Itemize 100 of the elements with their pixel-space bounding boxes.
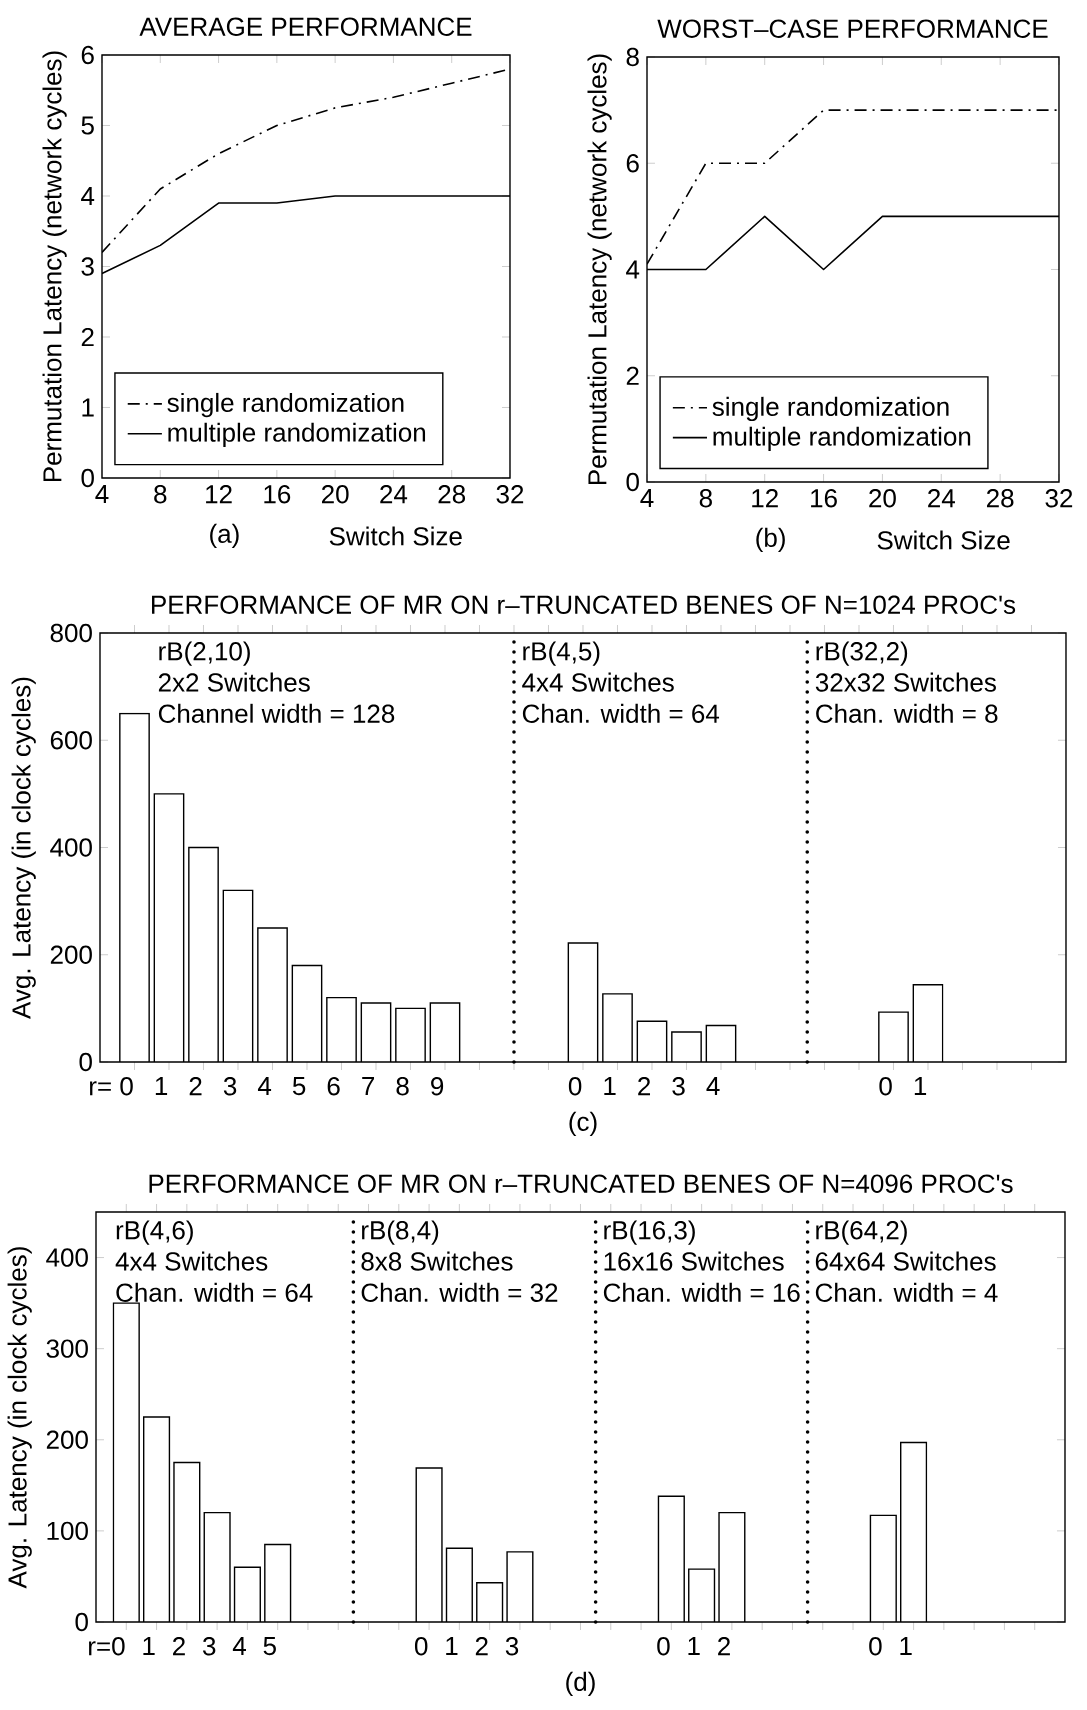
x-tick-label: 3: [223, 1077, 237, 1096]
x-tick-label: 1: [914, 1077, 927, 1095]
y-axis-title: Avg. Latency (in clock cycles): [7, 1247, 32, 1589]
y-tick-label: 0: [75, 1612, 88, 1632]
x-tick-label: 1: [604, 1077, 616, 1095]
annotation: 8x8 Switches: [361, 1251, 513, 1271]
annotation: rB(4,5): [523, 641, 600, 666]
x-tick-label: 32: [496, 485, 524, 504]
annotation: Chan. width = 16: [603, 1282, 800, 1302]
y-tick-label: 6: [626, 154, 639, 173]
x-tick-label: r= 0: [90, 1077, 133, 1096]
annotation: rB(16,3): [604, 1220, 695, 1245]
x-tick-label: 24: [380, 485, 408, 504]
annotation: 4x4 Switches: [115, 1251, 268, 1271]
x-tick-label: 0: [414, 1637, 428, 1656]
annotation: 32x32 Switches: [815, 672, 996, 692]
chart-title: PERFORMANCE OF MR ON r–TRUNCATED BENES OF N=4096 PROC's: [149, 1174, 1013, 1193]
legend-label: multiple randomization: [168, 422, 426, 447]
x-tick-label: 2: [718, 1637, 730, 1656]
x-tick-label: 8: [396, 1077, 409, 1096]
legend-label: multiple randomization: [713, 426, 971, 451]
x-tick-label: 4: [640, 489, 654, 507]
y-tick-label: 200: [50, 945, 92, 964]
y-tick-label: 600: [50, 731, 92, 750]
x-tick-label: 28: [986, 489, 1014, 508]
annotation: Chan. width = 4: [815, 1282, 998, 1302]
y-tick-label: 800: [50, 623, 92, 643]
text: (a): [210, 523, 239, 549]
y-tick-label: 5: [81, 116, 94, 135]
x-tick-label: 3: [672, 1077, 685, 1096]
y-tick-label: 0: [81, 468, 94, 488]
y-axis-title: Avg. Latency (in clock cycles): [11, 677, 36, 1019]
x-tick-label: 0: [879, 1077, 892, 1096]
legend-label: single randomization: [167, 392, 404, 418]
x-tick-label: 12: [752, 489, 778, 508]
x-tick-label: 2: [189, 1077, 202, 1096]
x-tick-label: 3: [505, 1637, 519, 1656]
x-tick-label: 2: [173, 1637, 185, 1656]
annotation: 4x4 Switches: [522, 672, 674, 692]
annotation: 16x16 Switches: [604, 1251, 784, 1271]
y-tick-label: 4: [626, 260, 640, 279]
x-tick-label: 1: [688, 1637, 700, 1655]
chart-title: AVERAGE PERFORMANCE: [139, 17, 472, 36]
y-axis-title: Permutation Latency (network cycles): [42, 51, 67, 482]
y-tick-label: 0: [79, 1052, 92, 1072]
x-tick-label: 12: [206, 485, 232, 504]
annotation: Channel width = 128: [158, 703, 395, 723]
x-axis-title: Switch Size: [329, 526, 462, 546]
x-tick-label: 24: [928, 489, 955, 508]
chart-title: PERFORMANCE OF MR ON r–TRUNCATED BENES OF N=1024 PROC's: [152, 595, 1016, 614]
x-tick-label: 28: [438, 485, 466, 504]
x-tick-label: 6: [327, 1077, 340, 1096]
x-tick-label: 5: [263, 1637, 276, 1656]
annotation: Chan. width = 64: [522, 703, 720, 723]
x-tick-label: 2: [475, 1637, 488, 1656]
y-tick-label: 100: [47, 1521, 88, 1541]
x-tick-label: 5: [292, 1077, 306, 1096]
annotation: Chan. width = 32: [361, 1282, 558, 1302]
chart-title: WORST–CASE PERFORMANCE: [657, 19, 1048, 38]
annotation: rB(64,2): [816, 1220, 907, 1245]
x-tick-label: 1: [155, 1077, 168, 1095]
annotation: rB(2,10): [159, 641, 250, 666]
annotation: Chan. width = 64: [116, 1282, 313, 1302]
y-tick-label: 4: [81, 187, 95, 205]
y-tick-label: 300: [46, 1339, 88, 1358]
y-tick-label: 3: [81, 257, 94, 276]
x-tick-label: 16: [264, 485, 291, 504]
x-tick-label: 7: [362, 1077, 375, 1095]
x-tick-label: 1: [143, 1637, 155, 1655]
x-tick-label: 3: [203, 1637, 216, 1656]
x-tick-label: 0: [869, 1637, 882, 1656]
x-tick-label: 20: [322, 485, 349, 504]
annotation: Chan. width = 8: [816, 703, 998, 723]
annotation: 64x64 Switches: [815, 1251, 996, 1271]
y-tick-label: 8: [626, 47, 639, 67]
y-tick-label: 2: [626, 366, 639, 385]
y-tick-label: 2: [81, 327, 94, 347]
x-tick-label: r=0: [89, 1637, 125, 1656]
x-tick-label: 32: [1045, 489, 1073, 508]
y-tick-label: 1: [82, 398, 94, 417]
x-tick-label: 4: [232, 1637, 246, 1655]
y-tick-label: 200: [46, 1430, 88, 1449]
annotation: 2x2 Switches: [158, 672, 310, 692]
x-tick-label: 0: [657, 1637, 670, 1656]
text: (d): [566, 1671, 595, 1697]
y-tick-label: 400: [46, 1248, 88, 1267]
x-axis-title: Switch Size: [877, 530, 1010, 550]
legend-label: single randomization: [712, 396, 949, 422]
annotation: rB(8,4): [362, 1220, 439, 1245]
x-tick-label: 4: [95, 485, 109, 503]
x-tick-label: 2: [638, 1077, 651, 1096]
x-tick-label: 1: [446, 1637, 458, 1655]
x-tick-label: 8: [154, 485, 167, 504]
text: (c): [569, 1111, 597, 1137]
x-tick-label: 0: [568, 1077, 582, 1096]
x-tick-label: 1: [900, 1637, 912, 1655]
x-tick-label: 4: [706, 1077, 720, 1095]
annotation: rB(32,2): [816, 641, 908, 666]
x-tick-label: 8: [699, 489, 712, 508]
x-tick-label: 16: [811, 489, 837, 508]
